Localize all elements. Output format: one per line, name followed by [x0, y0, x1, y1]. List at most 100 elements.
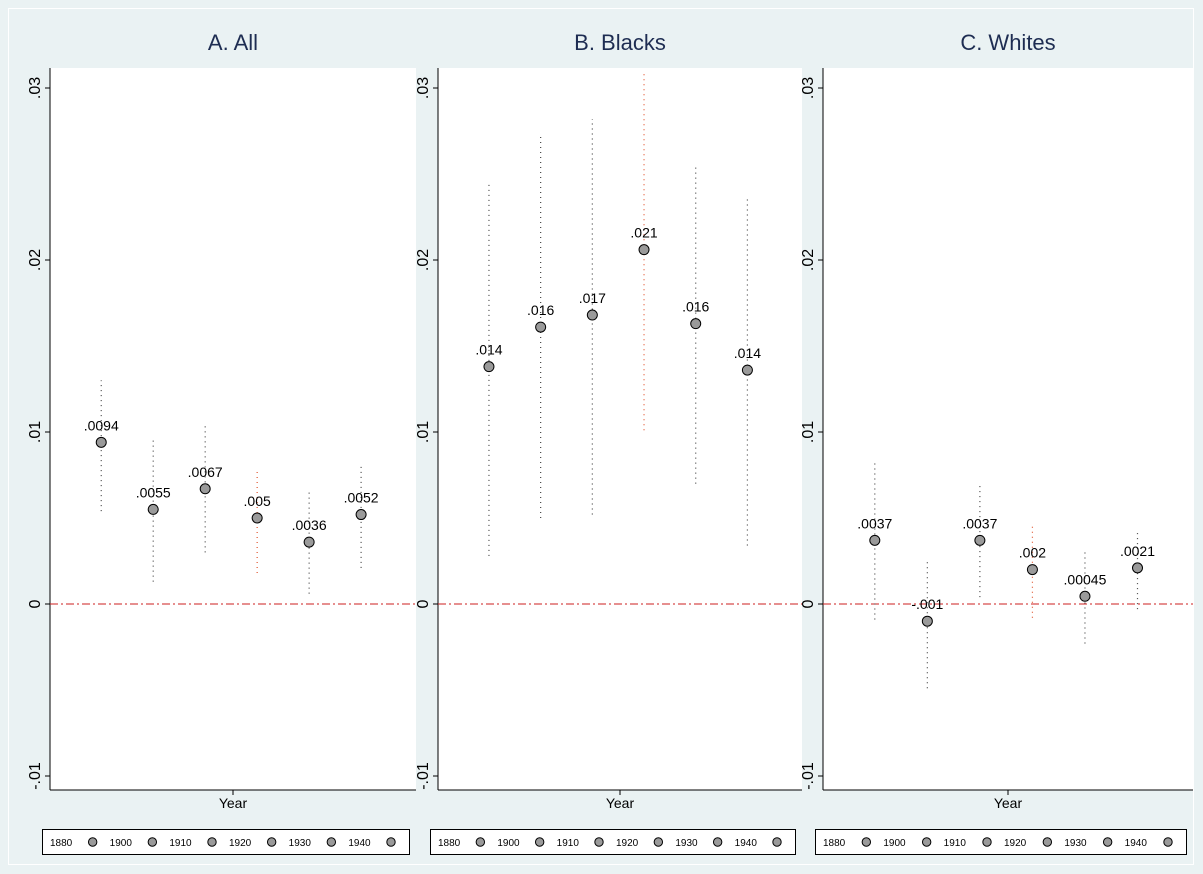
legend-entry-label: 1910 — [944, 838, 967, 849]
y-tick-label: .01 — [27, 421, 44, 443]
legend-marker — [147, 837, 158, 847]
legend-marker — [1102, 837, 1113, 847]
point-1910 — [974, 534, 986, 546]
point-1880 — [95, 436, 107, 448]
data-label-1900: -.001 — [911, 596, 943, 612]
legend-entry-label: 1940 — [1125, 838, 1148, 849]
data-label-1940: .0021 — [1120, 543, 1155, 559]
data-label-1880: .0094 — [84, 417, 119, 433]
y-tick-label: .02 — [27, 249, 44, 271]
panel-title: A. All — [208, 30, 258, 55]
legend-marker — [861, 837, 872, 847]
y-tick-label: .01 — [800, 421, 817, 443]
legend-marker — [594, 837, 604, 847]
x-axis-label: Year — [606, 795, 635, 811]
data-label-1920: .021 — [630, 225, 657, 241]
point-1920 — [251, 512, 263, 524]
legend-marker — [207, 837, 217, 847]
point-1940 — [355, 509, 367, 521]
legend-entry-label: 1880 — [50, 838, 73, 849]
point-1940 — [741, 364, 753, 376]
data-label-1880: .0037 — [857, 515, 892, 531]
panel-3: C. Whites -.01 0 .01 .02 .03 Year .0037 -.001 .00… — [800, 30, 1193, 855]
y-tick-label: 0 — [27, 599, 44, 608]
x-axis-label: Year — [994, 795, 1023, 811]
data-label-1930: .0036 — [292, 517, 327, 533]
point-1930 — [303, 536, 315, 548]
legend-entry-label: 1910 — [557, 838, 580, 849]
legend-entry-label: 1900 — [497, 838, 520, 849]
y-tick-label: .03 — [800, 77, 817, 99]
legend-entry-label: 1920 — [229, 838, 252, 849]
point-1880 — [869, 534, 881, 546]
point-1910 — [586, 309, 598, 321]
data-label-1880: .014 — [475, 342, 502, 358]
y-tick-label: -.01 — [27, 762, 44, 790]
data-label-1930: .00045 — [1064, 571, 1107, 587]
legend-entry-label: 1920 — [1004, 838, 1027, 849]
data-label-1900: .016 — [527, 302, 554, 318]
panel-2: B. Blacks -.01 0 .01 .02 .03 Year .014 .016 .017.… — [415, 30, 802, 855]
legend-entry-label: 1930 — [675, 838, 698, 849]
legend-entry-label: 1930 — [1064, 838, 1087, 849]
plot-area — [50, 68, 416, 790]
legend-marker — [653, 837, 664, 847]
y-tick-label: .02 — [800, 249, 817, 271]
data-label-1910: .0067 — [188, 464, 223, 480]
plot-area — [438, 68, 802, 790]
point-1920 — [1026, 564, 1038, 576]
legend-marker — [326, 837, 337, 847]
legend-entry-label: 1930 — [289, 838, 312, 849]
y-tick-label: 0 — [800, 599, 817, 608]
legend-box — [42, 829, 410, 855]
legend-box — [815, 829, 1187, 855]
panel-1: A. All -.01 0 .01 .02 .03 Year .0094 .0055 .0067.… — [27, 30, 416, 855]
point-1900 — [147, 503, 159, 515]
data-label-1930: .016 — [682, 299, 709, 315]
point-1900 — [535, 321, 547, 333]
data-label-1940: .014 — [734, 345, 761, 361]
legend-marker — [534, 837, 545, 847]
legend-marker — [475, 837, 486, 847]
point-1910 — [199, 483, 211, 495]
y-tick-label: .02 — [415, 249, 432, 271]
legend-entry-label: 1900 — [110, 838, 133, 849]
y-tick-label: 0 — [415, 599, 432, 608]
legend-marker — [87, 837, 98, 847]
plot-area — [823, 68, 1193, 790]
legend-marker — [1042, 837, 1053, 847]
point-1930 — [690, 318, 702, 330]
legend-box — [430, 829, 796, 855]
legend-entry-label: 1910 — [169, 838, 192, 849]
y-tick-label: -.01 — [800, 762, 817, 790]
point-1880 — [483, 361, 495, 373]
data-label-1920: .005 — [244, 493, 271, 509]
legend-entry-label: 1880 — [438, 838, 461, 849]
legend-marker — [982, 837, 992, 847]
legend-marker — [712, 837, 723, 847]
point-1930 — [1079, 590, 1091, 602]
legend-entry-label: 1940 — [735, 838, 758, 849]
data-label-1900: .0055 — [136, 484, 171, 500]
panel-title: C. Whites — [960, 30, 1055, 55]
legend-marker — [772, 837, 782, 847]
point-1900 — [921, 615, 933, 627]
legend-marker — [386, 837, 396, 847]
legend-entry-label: 1920 — [616, 838, 639, 849]
legend-marker — [266, 837, 277, 847]
legend-entry-label: 1900 — [883, 838, 906, 849]
y-tick-label: -.01 — [415, 762, 432, 790]
legend-entry-label: 1880 — [823, 838, 846, 849]
x-axis-label: Year — [219, 795, 248, 811]
panel-title: B. Blacks — [574, 30, 666, 55]
data-label-1910: .017 — [579, 290, 606, 306]
data-label-1910: .0037 — [962, 515, 997, 531]
y-tick-label: .03 — [27, 77, 44, 99]
data-label-1920: .002 — [1019, 545, 1046, 561]
point-1920 — [638, 244, 650, 256]
point-1940 — [1132, 562, 1143, 574]
y-tick-label: .03 — [415, 77, 432, 99]
y-tick-label: .01 — [415, 421, 432, 443]
legend: 1880 1900 1910 1920 1930 1940 — [42, 829, 410, 855]
